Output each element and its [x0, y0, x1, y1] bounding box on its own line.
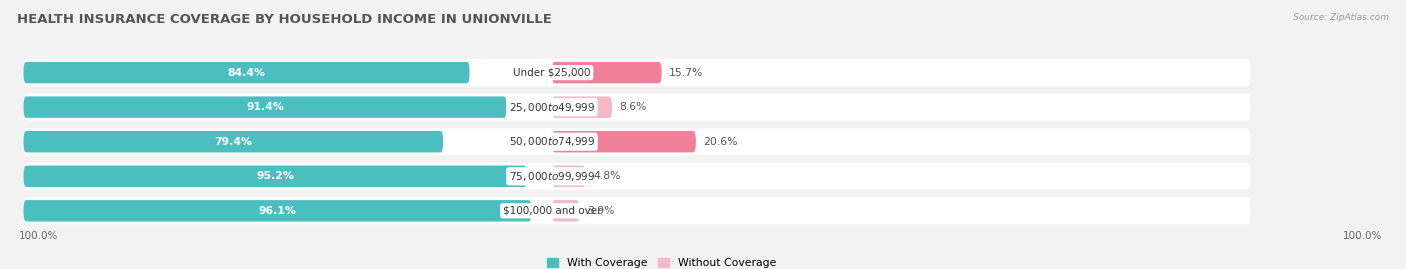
FancyBboxPatch shape	[24, 131, 443, 153]
FancyBboxPatch shape	[24, 165, 527, 187]
Text: 100.0%: 100.0%	[1343, 231, 1382, 241]
FancyBboxPatch shape	[24, 200, 531, 221]
Text: 95.2%: 95.2%	[256, 171, 294, 181]
Text: 20.6%: 20.6%	[703, 137, 738, 147]
Legend: With Coverage, Without Coverage: With Coverage, Without Coverage	[543, 254, 780, 269]
FancyBboxPatch shape	[553, 97, 612, 118]
Text: 3.9%: 3.9%	[586, 206, 614, 216]
Text: 96.1%: 96.1%	[259, 206, 297, 216]
Text: 15.7%: 15.7%	[669, 68, 703, 77]
Text: Source: ZipAtlas.com: Source: ZipAtlas.com	[1294, 13, 1389, 22]
FancyBboxPatch shape	[24, 94, 1250, 121]
Text: HEALTH INSURANCE COVERAGE BY HOUSEHOLD INCOME IN UNIONVILLE: HEALTH INSURANCE COVERAGE BY HOUSEHOLD I…	[17, 13, 551, 26]
Text: 91.4%: 91.4%	[246, 102, 284, 112]
FancyBboxPatch shape	[24, 97, 506, 118]
Text: 79.4%: 79.4%	[214, 137, 252, 147]
Text: $100,000 and over: $100,000 and over	[503, 206, 602, 216]
Text: $25,000 to $49,999: $25,000 to $49,999	[509, 101, 595, 114]
FancyBboxPatch shape	[553, 200, 579, 221]
FancyBboxPatch shape	[24, 128, 1250, 155]
FancyBboxPatch shape	[24, 197, 1250, 224]
Text: $50,000 to $74,999: $50,000 to $74,999	[509, 135, 595, 148]
FancyBboxPatch shape	[24, 59, 1250, 86]
FancyBboxPatch shape	[24, 163, 1250, 190]
FancyBboxPatch shape	[553, 131, 696, 153]
Text: 8.6%: 8.6%	[620, 102, 647, 112]
FancyBboxPatch shape	[553, 165, 585, 187]
Text: 100.0%: 100.0%	[18, 231, 58, 241]
Text: 84.4%: 84.4%	[228, 68, 266, 77]
FancyBboxPatch shape	[24, 62, 470, 83]
Text: 4.8%: 4.8%	[593, 171, 620, 181]
FancyBboxPatch shape	[553, 62, 662, 83]
Text: Under $25,000: Under $25,000	[513, 68, 591, 77]
Text: $75,000 to $99,999: $75,000 to $99,999	[509, 170, 595, 183]
